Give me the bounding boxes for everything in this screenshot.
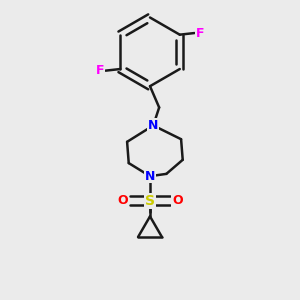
Text: S: S — [145, 194, 155, 208]
Text: O: O — [172, 194, 183, 207]
Text: O: O — [117, 194, 128, 207]
Text: N: N — [145, 170, 155, 183]
Text: F: F — [196, 26, 205, 40]
Text: N: N — [148, 119, 158, 132]
Text: F: F — [95, 64, 104, 77]
